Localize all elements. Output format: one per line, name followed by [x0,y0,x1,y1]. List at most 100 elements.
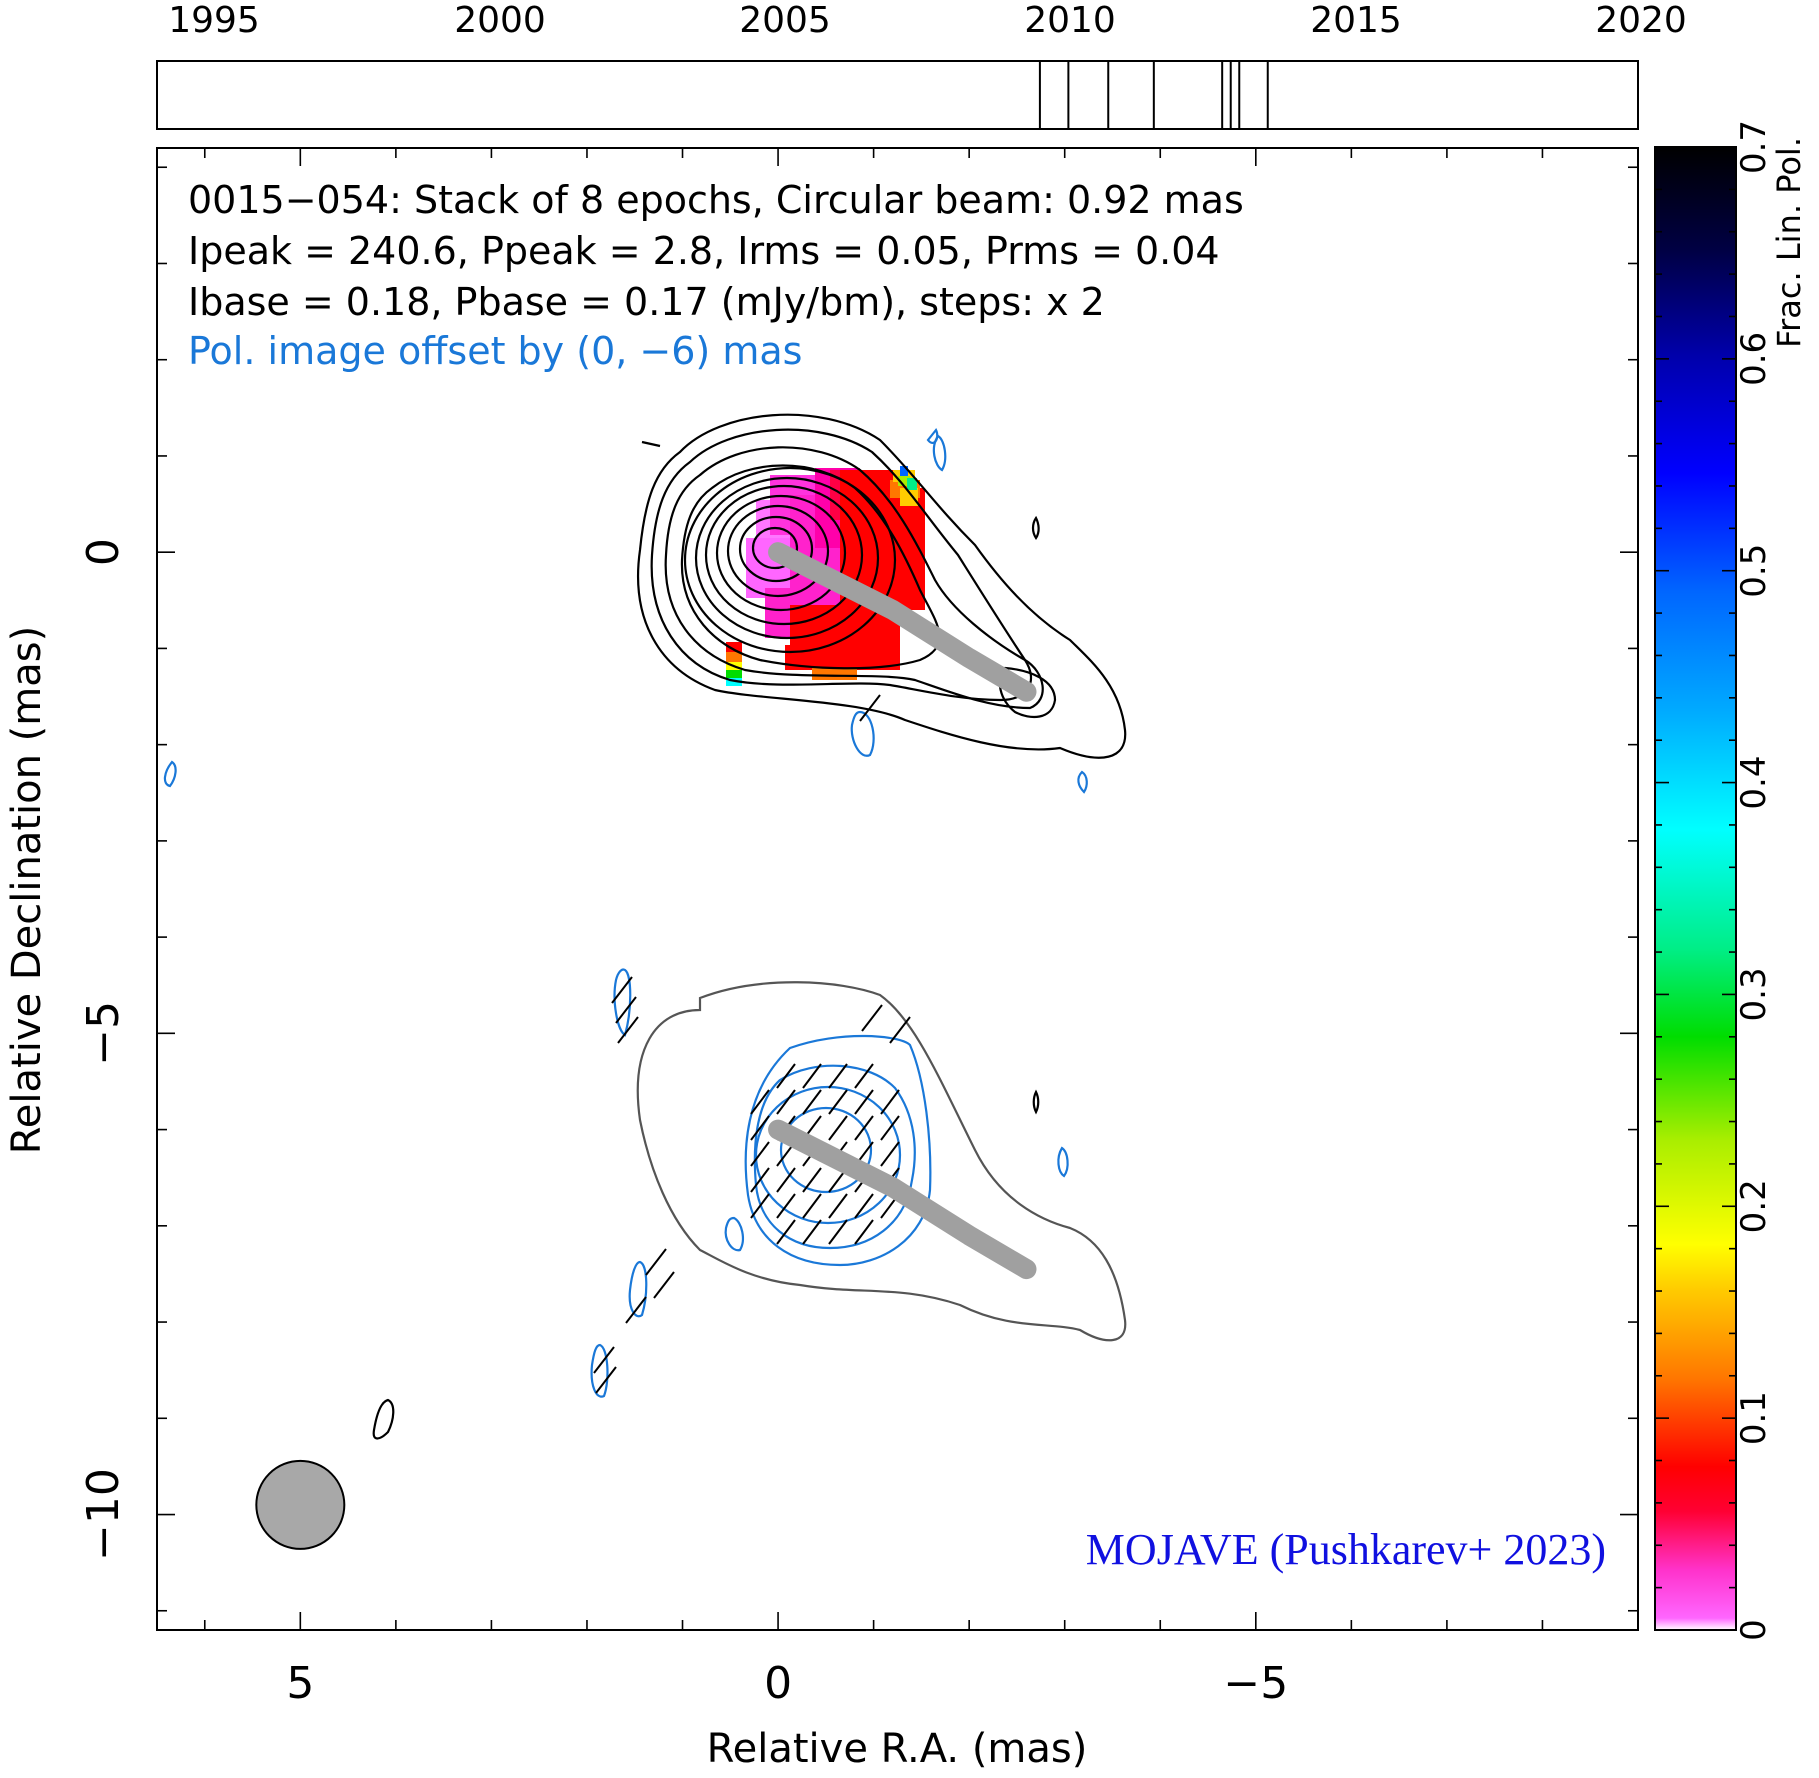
frac-pol-pixel [900,488,918,506]
intensity-contour [637,413,1127,759]
pol-contour [724,1216,744,1252]
epoch-tick-label: 2005 [739,0,831,41]
epoch-markers [1038,61,1269,129]
intensity-contour [998,666,1057,719]
intensity-contour [694,476,880,640]
intensity-contour [715,494,847,612]
pol-contour [163,760,177,788]
x-tick-label: 5 [286,1658,314,1709]
evpa-vector [880,1141,900,1167]
pol-contour [1077,770,1088,794]
total-intensity-contours [372,413,1127,1440]
pol-contour [590,1343,609,1398]
frac-pol-pixel [726,652,742,662]
evpa-vector [645,1248,667,1276]
evpa-vector [828,1063,848,1089]
beam-circle [255,1459,346,1550]
evpa-vectors [593,694,911,1394]
evpa-vector [750,1089,770,1115]
map-axis-tick-labels: 5 0 −5 0 −5 −10 [78,538,1288,1709]
evpa-vector [593,1346,615,1374]
colorbar-gradient [1655,147,1736,1630]
colorbar-tick-labels: 0 0.1 0.2 0.3 0.4 0.5 0.6 0.7 [1734,120,1774,1641]
colorbar-ticks [1655,146,1736,1631]
evpa-vector [750,1193,770,1219]
evpa-vector [854,1193,874,1219]
intensity-contour [683,466,897,654]
colorbar-tick-label: 0.5 [1734,544,1774,598]
evpa-vector [802,1219,822,1245]
evpa-vector [750,1141,770,1167]
evpa-vector [653,1271,675,1299]
pol-contour [1057,1146,1069,1178]
colorbar-frame [1654,146,1737,1631]
evpa-vector [861,1004,883,1032]
title-line-2: Ipeak = 240.6, Ppeak = 2.8, Irms = 0.05,… [188,229,1220,273]
colorbar-tick-label: 0 [1734,1619,1774,1641]
evpa-vector [880,1115,900,1141]
evpa-vector [615,996,637,1024]
intensity-contour [372,1398,395,1440]
credit-label: MOJAVE (Pushkarev+ 2023) [1086,1525,1606,1574]
frac-pol-pixel [900,466,908,476]
evpa-vector [828,1193,848,1219]
title-line-1: 0015−054: Stack of 8 epochs, Circular be… [188,178,1244,222]
map-content [163,413,1127,1440]
jet-ridge-line [768,542,1037,702]
colorbar-tick-label: 0.3 [1734,967,1774,1021]
evpa-vector [854,1115,874,1141]
pol-offset-note: Pol. image offset by (0, −6) mas [188,329,802,373]
pol-contour [613,968,632,1037]
map-frame [156,147,1639,1631]
evpa-vector [859,694,881,722]
evpa-vector [880,1089,900,1115]
x-tick-label: −5 [1223,1658,1288,1709]
pol-contour [744,1034,932,1267]
evpa-vector [625,1296,647,1324]
map-ticks [157,148,1638,1630]
pol-intensity-contours [163,427,1088,1398]
evpa-vector [854,1089,874,1115]
intensity-contour [738,515,814,583]
evpa-vector [802,1063,822,1089]
colorbar-label: Frac. Lin. Pol. [1770,137,1808,348]
y-tick-label: 0 [78,538,129,566]
x-tick-label: 0 [764,1658,792,1709]
evpa-vector [828,1219,848,1245]
epoch-tick-label: 2020 [1595,0,1687,41]
frac-pol-pixel [726,678,742,686]
map-panel: 0015−054: Stack of 8 epochs, Circular be… [156,147,1639,1631]
evpa-vector [611,976,633,1004]
evpa-vector [802,1193,822,1219]
colorbar-tick-label: 0.2 [1734,1179,1774,1233]
intensity-contour [751,526,799,570]
colorbar-tick-label: 0.4 [1734,756,1774,810]
evpa-vector [854,1219,874,1245]
epoch-tick-labels: 1995 2000 2005 2010 2015 2020 [168,0,1687,41]
pol-contour [628,1260,648,1318]
evpa-vector [776,1193,796,1219]
colorbar-tick-label: 0.7 [1734,120,1774,174]
evpa-vector [776,1219,796,1245]
evpa-vector [802,1167,822,1193]
evpa-vector [802,1089,822,1115]
pol-contour [850,710,875,757]
evpa-vector [750,1115,770,1141]
title-line-3: Ibase = 0.18, Pbase = 0.17 (mJy/bm), ste… [188,280,1105,324]
evpa-vector [776,1089,796,1115]
pol-contour [779,1106,873,1194]
frac-pol-pixel [726,642,742,652]
y-tick-label: −5 [78,1001,129,1066]
frac-pol-pixel [726,670,742,678]
evpa-vector [854,1063,874,1089]
intensity-contour [1031,515,1040,540]
pol-contour [932,434,947,472]
jet-ridge-line-offset [768,1119,1037,1280]
evpa-vector [595,1366,617,1394]
pol-contour [754,1085,902,1225]
y-axis-label: Relative Declination (mas) [4,626,50,1154]
colorbar: 0 0.1 0.2 0.3 0.4 0.5 0.6 0.7 Frac. Lin.… [1654,120,1808,1641]
intensity-contour [641,440,661,448]
epoch-timeline: 1995 2000 2005 2010 2015 2020 [156,0,1687,130]
